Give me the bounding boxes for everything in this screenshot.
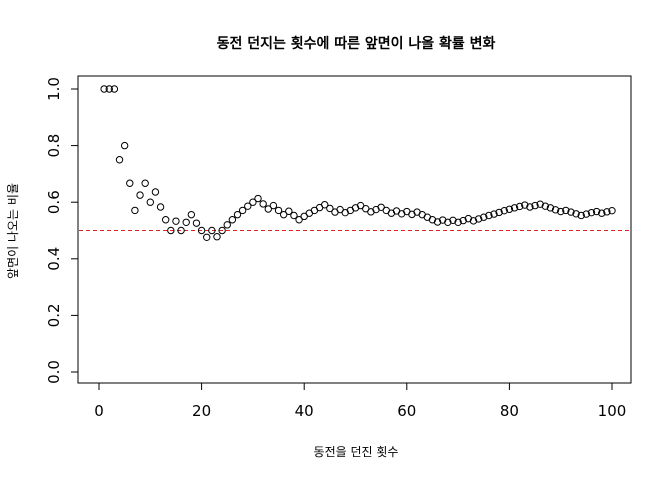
data-point xyxy=(126,179,134,187)
data-point xyxy=(546,204,555,212)
y-tick-label: 0.4 xyxy=(45,247,63,271)
data-point xyxy=(223,221,231,229)
data-point xyxy=(274,206,283,215)
x-tick-label: 20 xyxy=(192,402,211,420)
data-point xyxy=(454,218,462,226)
data-point xyxy=(598,209,606,217)
data-point xyxy=(105,85,113,93)
data-point xyxy=(490,210,498,218)
data-point xyxy=(459,216,467,225)
data-point xyxy=(177,226,185,235)
data-point xyxy=(203,233,211,241)
data-point xyxy=(131,206,139,215)
data-point xyxy=(213,233,221,241)
x-axis-label: 동전을 던진 횟수 xyxy=(314,445,399,459)
data-point xyxy=(192,219,201,227)
y-tick-label: 0.8 xyxy=(45,134,63,158)
data-point xyxy=(485,211,493,220)
data-point xyxy=(567,208,575,216)
data-point xyxy=(551,206,560,214)
data-point xyxy=(208,226,216,235)
data-point xyxy=(290,211,298,220)
chart-title: 동전 던지는 횟수에 따른 앞면이 나올 확률 변화 xyxy=(217,35,496,52)
axes: 0 20 40 60 80 100 0.0 0.2 0.4 0.6 0.8 1.0 xyxy=(45,77,626,420)
data-point xyxy=(536,200,544,208)
data-point xyxy=(100,85,108,93)
y-tick-label: 0.6 xyxy=(45,190,63,214)
data-point xyxy=(151,188,160,196)
data-point xyxy=(541,202,550,210)
data-point xyxy=(167,226,175,235)
data-point xyxy=(603,208,611,216)
data-point xyxy=(592,207,601,216)
data-point xyxy=(238,206,247,215)
data-point xyxy=(526,203,534,211)
y-tick-label: 0.0 xyxy=(45,360,63,384)
data-point xyxy=(182,218,190,226)
data-point xyxy=(557,207,565,216)
data-point xyxy=(187,210,196,219)
data-point xyxy=(228,216,237,224)
data-points xyxy=(100,85,616,241)
data-point xyxy=(110,85,119,93)
data-point xyxy=(495,208,503,217)
data-point xyxy=(141,179,149,187)
x-tick-label: 60 xyxy=(397,402,416,420)
data-point xyxy=(444,218,452,226)
data-point xyxy=(577,211,585,220)
data-point xyxy=(608,206,616,215)
data-point xyxy=(480,213,488,221)
data-point xyxy=(531,201,539,210)
data-point xyxy=(254,194,262,203)
data-point xyxy=(521,201,529,209)
data-point xyxy=(249,198,257,206)
data-point xyxy=(572,210,580,218)
data-point xyxy=(505,205,514,213)
x-tick-label: 100 xyxy=(598,402,627,420)
y-axis-label: 앞면이 나오는 비율 xyxy=(6,183,20,279)
data-point xyxy=(269,201,278,210)
data-point xyxy=(285,207,293,215)
data-point xyxy=(279,210,288,219)
data-point xyxy=(259,200,267,208)
data-point xyxy=(146,198,155,206)
data-point xyxy=(115,156,124,164)
data-point xyxy=(120,141,129,150)
data-point xyxy=(500,206,508,215)
x-tick-label: 40 xyxy=(295,402,314,420)
plot-frame xyxy=(77,75,632,384)
data-point xyxy=(469,217,478,225)
data-point xyxy=(510,204,519,212)
data-point xyxy=(295,216,303,224)
data-point xyxy=(321,201,329,209)
data-point xyxy=(587,208,596,217)
data-point xyxy=(218,226,226,235)
x-tick-label: 80 xyxy=(500,402,519,420)
data-point xyxy=(515,202,524,211)
data-point xyxy=(433,218,442,226)
data-point xyxy=(233,210,242,219)
x-tick-label: 0 xyxy=(94,402,104,420)
data-point xyxy=(582,210,591,218)
y-tick-label: 0.2 xyxy=(45,303,63,327)
data-point xyxy=(161,216,170,224)
data-point xyxy=(172,217,180,225)
data-point xyxy=(244,202,252,210)
data-point xyxy=(474,215,483,223)
data-point xyxy=(197,226,206,235)
data-point xyxy=(136,191,144,199)
data-point xyxy=(264,205,272,213)
y-tick-label: 1.0 xyxy=(45,77,63,101)
data-point xyxy=(156,203,165,211)
data-point xyxy=(562,206,570,215)
data-point xyxy=(449,216,457,225)
data-point xyxy=(326,204,334,213)
